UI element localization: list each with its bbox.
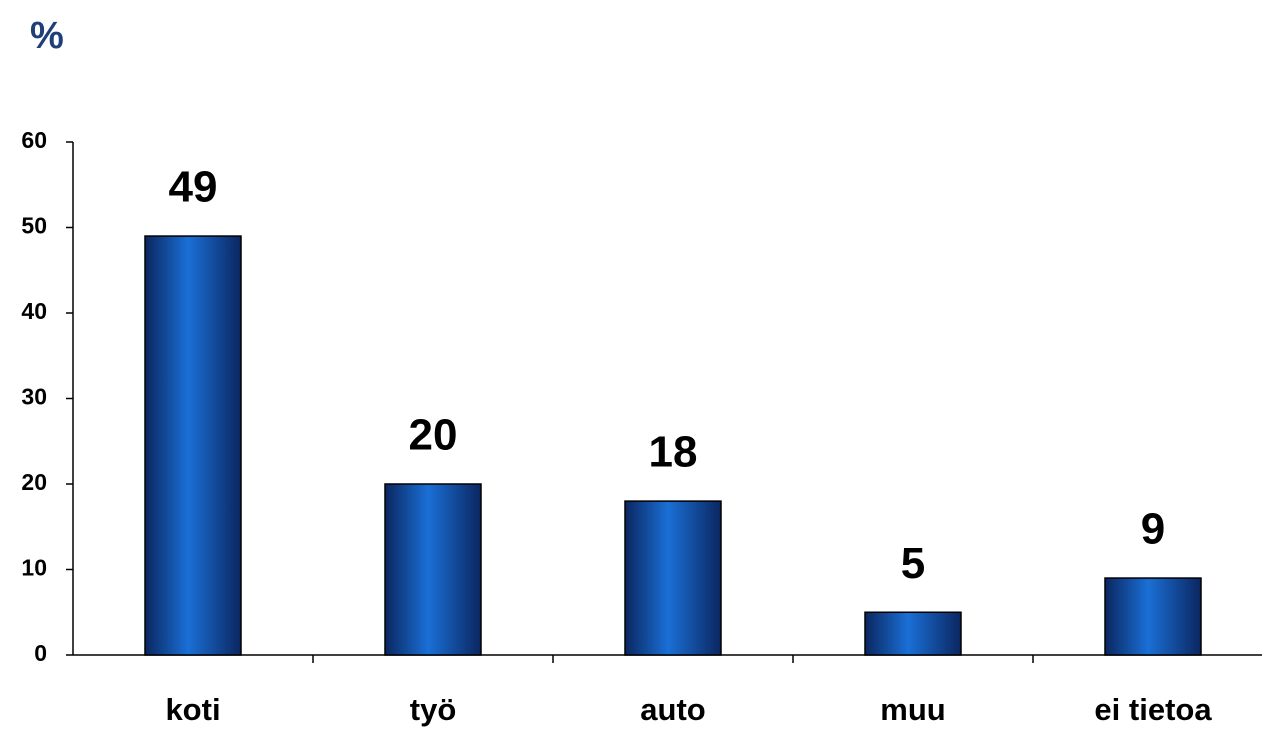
chart-title: % — [30, 15, 64, 57]
x-tick-label: auto — [640, 692, 705, 727]
x-tick-label: ei tietoa — [1094, 692, 1212, 727]
x-tick-label: muu — [880, 692, 945, 727]
y-tick-label: 50 — [21, 213, 47, 239]
value-label: 20 — [409, 411, 458, 460]
y-tick-label: 10 — [21, 555, 47, 581]
y-tick-label: 30 — [21, 384, 47, 410]
y-tick-label: 20 — [21, 469, 47, 495]
y-tick-label: 60 — [21, 127, 47, 153]
bar — [144, 235, 242, 656]
bar — [1104, 577, 1202, 656]
value-label: 5 — [901, 539, 925, 588]
bar — [864, 611, 962, 656]
value-label: 18 — [649, 428, 698, 477]
value-label: 9 — [1141, 505, 1165, 554]
bar — [384, 483, 482, 656]
bar — [624, 500, 722, 656]
value-label: 49 — [169, 163, 218, 212]
x-tick-label: koti — [165, 692, 220, 727]
x-tick-label: työ — [410, 692, 457, 727]
y-tick-label: 40 — [21, 298, 47, 324]
y-tick-label: 0 — [34, 640, 47, 666]
